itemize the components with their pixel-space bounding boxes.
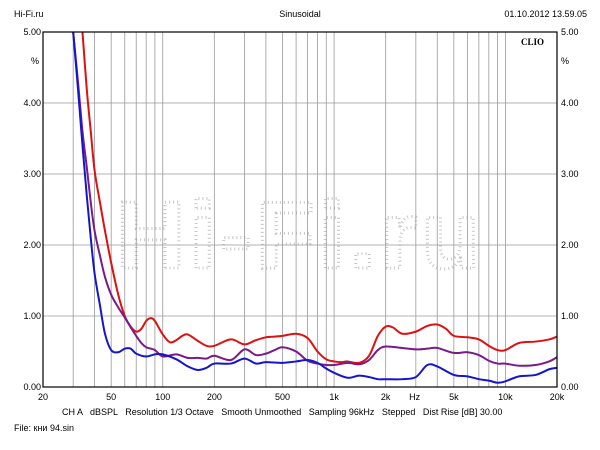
y-tick-label-left: 2.00 [23,240,41,250]
y-tick-label-right: 5.00 [561,27,579,37]
watermark-text: Hi-Fi.ru [116,182,484,289]
y-tick-label-left: 0.00 [23,382,41,392]
datetime-label: 01.10.2012 13.59.05 [504,9,587,19]
x-tick-label: 50 [106,392,116,402]
x-tick-label: 1k [329,392,339,402]
axes: 0.00 0.00 1.00 1.00 2.00 2.00 3.00 3.00 4.00 4.00… [23,27,578,402]
y-tick-label-right: 4.00 [561,98,579,108]
clio-logo: CLIO [521,37,544,47]
x-tick-label: 500 [275,392,290,402]
series-line-blue [72,32,557,384]
y-tick-label-right: 1.00 [561,311,579,321]
y-tick-label-right: 0.00 [561,382,579,392]
settings-line: CH A dBSPL Resolution 1/3 Octave Smooth … [62,407,503,417]
x-tick-label: 100 [155,392,170,402]
y-tick-label-right: 2.00 [561,240,579,250]
x-tick-label: 200 [207,392,222,402]
grid [43,32,557,387]
x-tick-label: Hz [409,392,420,402]
x-tick-label: 20k [550,392,565,402]
y-tick-label-right: 3.00 [561,169,579,179]
y-tick-label-left: 1.00 [23,311,41,321]
watermark: Hi-Fi.ru [115,181,484,291]
x-tick-label: 5k [449,392,459,402]
x-tick-label: 2k [381,392,391,402]
series-group [72,32,557,384]
y-tick-label-left: 3.00 [23,169,41,179]
series-line-purple [72,32,557,367]
site-label: Hi-Fi.ru [14,9,44,19]
x-tick-label: 20 [38,392,48,402]
plot-frame [42,31,558,388]
x-tick-label: 10k [498,392,513,402]
file-label: File: кни 94.sin [14,423,74,433]
y-tick-label-left: 5.00 [23,27,41,37]
chart-title: Sinusoidal [279,9,321,19]
y-unit-label-right: % [561,56,569,66]
y-tick-label-left: 4.00 [23,98,41,108]
y-unit-label-left: % [31,56,39,66]
